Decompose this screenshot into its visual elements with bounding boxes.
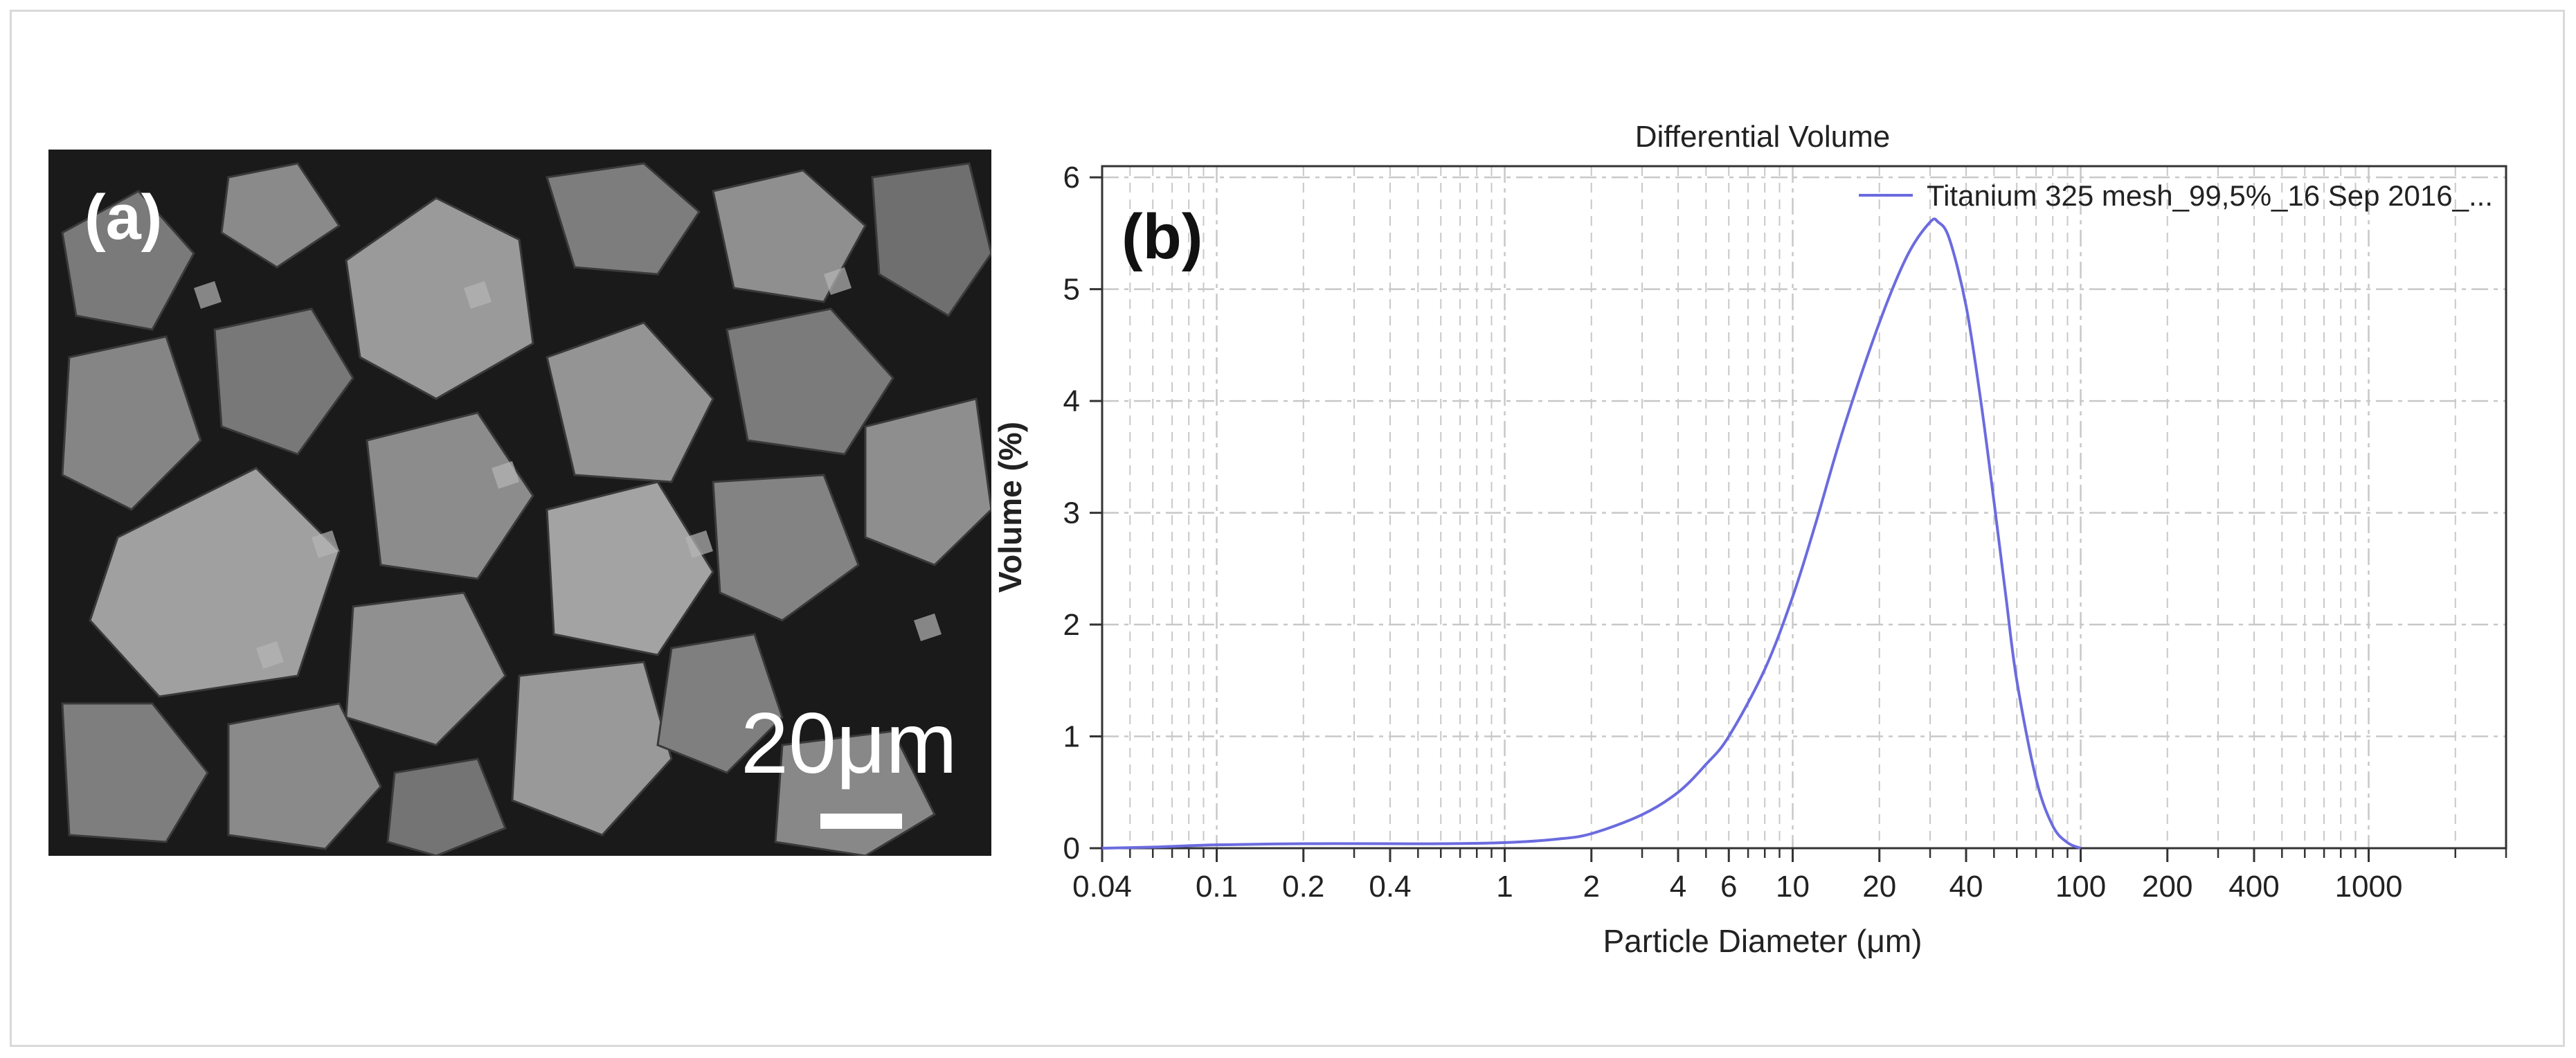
y-tick-label: 3: [1063, 496, 1080, 530]
legend-label: Titanium 325 mesh_99,5%_16 Sep 2016_...: [1927, 179, 2493, 212]
x-tick-label: 2: [1583, 870, 1600, 904]
scale-bar: [820, 814, 902, 829]
panel-label-a: (a): [84, 182, 163, 253]
y-axis-label: Volume (%): [997, 422, 1028, 593]
x-tick-label: 0.4: [1369, 870, 1411, 904]
x-tick-label: 0.1: [1196, 870, 1238, 904]
panel-label-b: (b): [1122, 201, 1203, 272]
y-tick-label: 6: [1063, 161, 1080, 195]
sem-micrograph: [48, 150, 991, 856]
x-tick-label: 40: [1949, 870, 1983, 904]
x-tick-label: 0.2: [1282, 870, 1324, 904]
chart-title: Differential Volume: [1635, 120, 1891, 154]
y-tick-label: 5: [1063, 273, 1080, 307]
y-tick-label: 2: [1063, 608, 1080, 642]
x-tick-label: 400: [2228, 870, 2279, 904]
x-tick-label: 1000: [2335, 870, 2403, 904]
y-tick-label: 0: [1063, 832, 1080, 866]
x-tick-label: 6: [1720, 870, 1737, 904]
x-tick-label: 0.04: [1072, 870, 1132, 904]
psd-chart-panel: 0.04 0.1 0.2 0.4 1 2 4 6 10 20 40 100 200 400 1000 0 1 2 3…: [997, 104, 2561, 997]
x-tick-label: 100: [2055, 870, 2106, 904]
x-tick-label: 1: [1496, 870, 1513, 904]
x-tick-label: 10: [1776, 870, 1810, 904]
y-tick-label: 4: [1063, 384, 1080, 418]
x-axis-label: Particle Diameter (μm): [1603, 923, 1922, 959]
series-line: [1101, 217, 2082, 850]
x-tick-label: 4: [1670, 870, 1686, 904]
plot-frame: [1101, 165, 2507, 850]
psd-chart: 0.04 0.1 0.2 0.4 1 2 4 6 10 20 40 100 200 400 10000123…: [997, 120, 2507, 959]
sem-particles-image: [48, 150, 991, 856]
scale-bar-label: 20μm: [741, 696, 957, 791]
x-tick-label: 200: [2142, 870, 2192, 904]
x-tick-label: 20: [1862, 870, 1896, 904]
y-tick-label: 1: [1063, 720, 1080, 754]
